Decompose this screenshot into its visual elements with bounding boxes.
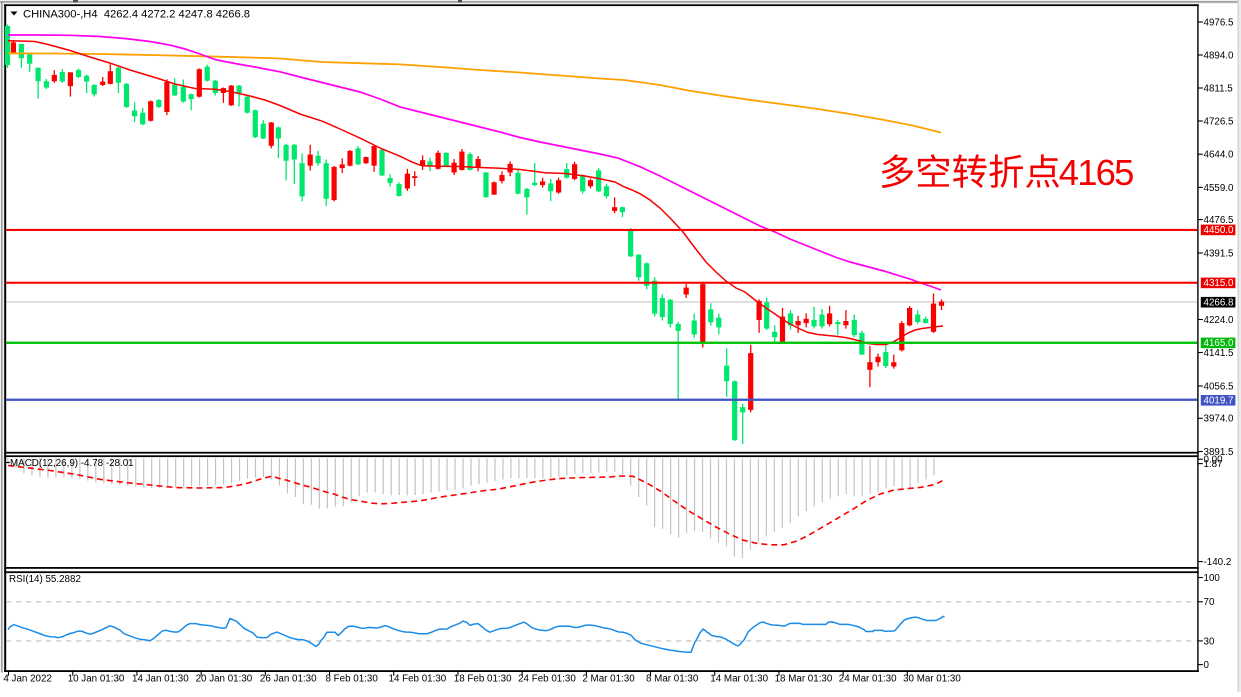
svg-text:1.87: 1.87 <box>1204 459 1223 470</box>
svg-text:4450.0: 4450.0 <box>1204 225 1235 236</box>
svg-text:70: 70 <box>1204 597 1215 608</box>
svg-text:4165.0: 4165.0 <box>1204 338 1235 349</box>
svg-text:3891.5: 3891.5 <box>1204 447 1235 458</box>
svg-text:20 Jan 01:30: 20 Jan 01:30 <box>196 673 253 684</box>
svg-text:100: 100 <box>1204 573 1221 584</box>
svg-text:8 Mar 01:30: 8 Mar 01:30 <box>646 673 699 684</box>
svg-text:14 Jan 01:30: 14 Jan 01:30 <box>132 673 189 684</box>
svg-text:30: 30 <box>1204 636 1215 647</box>
svg-text:4 Jan 2022: 4 Jan 2022 <box>3 673 51 684</box>
svg-text:4559.0: 4559.0 <box>1204 183 1235 194</box>
svg-text:RSI(14) 55.2882: RSI(14) 55.2882 <box>9 574 81 585</box>
svg-text:18 Mar 01:30: 18 Mar 01:30 <box>775 673 833 684</box>
svg-text:0: 0 <box>1204 660 1210 671</box>
svg-text:4056.5: 4056.5 <box>1204 381 1235 392</box>
svg-text:4894.0: 4894.0 <box>1204 50 1235 61</box>
svg-text:14 Feb 01:30: 14 Feb 01:30 <box>389 673 447 684</box>
svg-text:4391.5: 4391.5 <box>1204 248 1235 259</box>
svg-text:0.00: 0.00 <box>1204 455 1224 466</box>
svg-text:26 Jan 01:30: 26 Jan 01:30 <box>260 673 317 684</box>
svg-text:4976.5: 4976.5 <box>1204 17 1235 28</box>
svg-text:14 Mar 01:30: 14 Mar 01:30 <box>710 673 768 684</box>
svg-text:24 Feb 01:30: 24 Feb 01:30 <box>518 673 576 684</box>
svg-text:4141.5: 4141.5 <box>1204 348 1235 359</box>
svg-text:4165: 4165 <box>1059 152 1133 193</box>
svg-text:4315.0: 4315.0 <box>1204 278 1235 289</box>
svg-text:30 Mar 01:30: 30 Mar 01:30 <box>903 673 961 684</box>
svg-text:CHINA300-,H4 4262.4 4272.2 42: CHINA300-,H4 4262.4 4272.2 4247.8 4266.8 <box>23 9 250 21</box>
svg-text:10 Jan 01:30: 10 Jan 01:30 <box>68 673 125 684</box>
svg-text:4266.8: 4266.8 <box>1204 298 1235 309</box>
svg-text:18 Feb 01:30: 18 Feb 01:30 <box>454 673 512 684</box>
svg-text:MACD(12,26,9) -4.78 -28.01: MACD(12,26,9) -4.78 -28.01 <box>10 458 134 469</box>
svg-text:24 Mar 01:30: 24 Mar 01:30 <box>839 673 897 684</box>
svg-text:4224.0: 4224.0 <box>1204 315 1235 326</box>
svg-text:8 Feb 01:30: 8 Feb 01:30 <box>326 673 379 684</box>
svg-text:4476.5: 4476.5 <box>1204 215 1235 226</box>
svg-text:-140.2: -140.2 <box>1204 557 1232 568</box>
svg-text:4811.5: 4811.5 <box>1204 83 1234 94</box>
svg-text:2 Mar 01:30: 2 Mar 01:30 <box>582 673 635 684</box>
svg-text:4019.7: 4019.7 <box>1204 396 1234 407</box>
svg-text:4644.0: 4644.0 <box>1204 150 1235 161</box>
svg-text:4726.5: 4726.5 <box>1204 116 1235 127</box>
svg-text:3974.0: 3974.0 <box>1204 414 1235 425</box>
